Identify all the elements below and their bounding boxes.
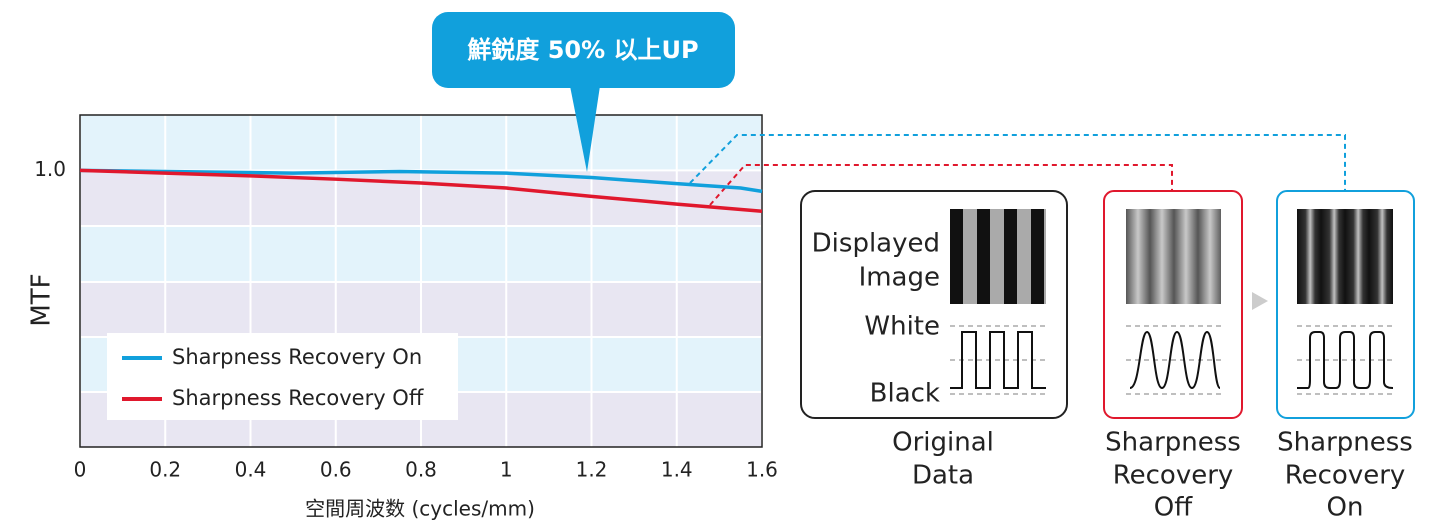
callout: 鮮鋭度 50% 以上UP (432, 12, 735, 172)
series-line (79, 168, 763, 194)
y-axis-label: MTF (27, 273, 57, 326)
caption: Recovery (1285, 461, 1406, 491)
caption: Data (912, 461, 974, 491)
legend-label: Sharpness Recovery Off (172, 386, 424, 410)
caption: Sharpness (1277, 428, 1413, 458)
plot-frame (79, 114, 763, 448)
x-tick-label: 0.4 (235, 458, 267, 482)
series-line (79, 168, 763, 214)
white-label: White (864, 312, 940, 342)
x-tick-label: 0.6 (320, 458, 352, 482)
caption: Original (892, 428, 994, 458)
legend-label: Sharpness Recovery On (172, 345, 422, 369)
connectors (689, 134, 1346, 206)
x-tick-label: 0.2 (149, 458, 181, 482)
annotation: 鮮鋭度 50% 以上UP (467, 36, 698, 64)
x-axis-label: 空間周波数 (cycles/mm) (305, 497, 535, 521)
series-lines (79, 168, 763, 214)
diagram: Displayed Image White Black Original Dat… (800, 190, 1415, 523)
image-label: Displayed (812, 229, 940, 259)
x-tick-label: 1 (500, 458, 513, 482)
caption: Recovery (1113, 461, 1234, 491)
caption: On (1327, 493, 1364, 523)
caption: Off (1154, 493, 1193, 523)
x-tick-label: 0.8 (405, 458, 437, 482)
legend: Sharpness Recovery On Sharpness Recovery … (122, 345, 424, 410)
black-label: Black (870, 379, 940, 409)
caption: Sharpness (1105, 428, 1241, 458)
x-tick-label: 1.2 (576, 458, 608, 482)
y-tick-label: 1.0 (34, 157, 66, 181)
x-tick-label: 0 (74, 458, 87, 482)
image-label: Image (859, 263, 940, 293)
x-tick-label: 1.6 (746, 458, 778, 482)
x-tick-label: 1.4 (661, 458, 693, 482)
legend-box (107, 333, 458, 420)
